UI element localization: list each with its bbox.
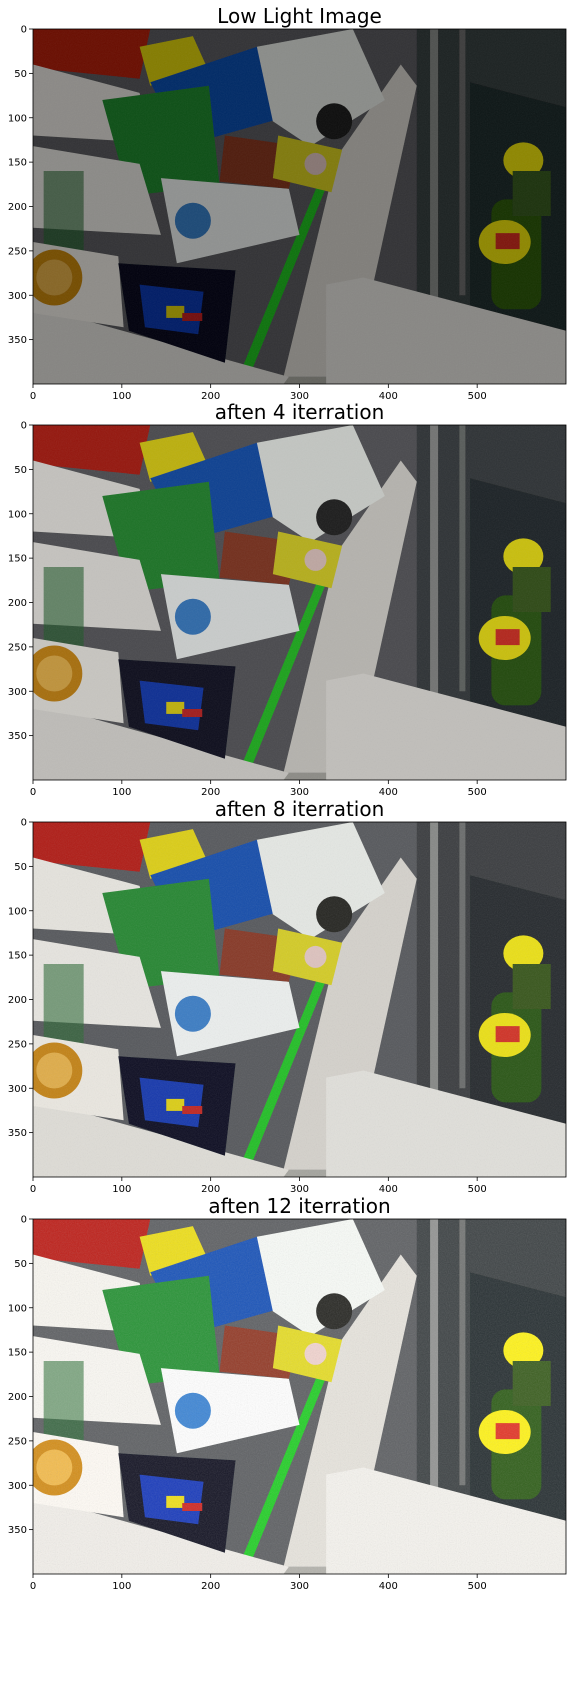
- x-tick-label: 100: [112, 787, 131, 798]
- x-tick-label: 300: [290, 391, 309, 402]
- y-tick-label: 250: [8, 642, 27, 653]
- y-tick-label: 300: [8, 687, 27, 698]
- image-area: [33, 29, 566, 384]
- subplot-title: aften 12 iterration: [208, 1194, 391, 1218]
- y-tick-label: 150: [8, 158, 27, 169]
- subplot-panel: aften 4 iterration 0 100 200 300 400 500 0 50 100…: [0, 396, 572, 816]
- y-tick-label: 350: [8, 731, 27, 742]
- x-tick-label: 100: [112, 1184, 131, 1195]
- y-tick-label: 150: [8, 1348, 27, 1359]
- y-tick-label: 200: [8, 598, 27, 609]
- y-tick-label: 50: [14, 465, 27, 476]
- x-tick-label: 200: [201, 1581, 220, 1592]
- x-tick-label: 400: [379, 1184, 398, 1195]
- x-tick-label: 0: [30, 391, 36, 402]
- image-axes: 0 100 200 300 400 500 0 50 100 150 200 250 300 350: [8, 1215, 567, 1592]
- image-axes: 0 100 200 300 400 500 0 50 100 150 200 250 300 350: [8, 818, 567, 1195]
- y-tick-label: 100: [8, 906, 27, 917]
- y-tick-label: 200: [8, 995, 27, 1006]
- y-tick-label: 50: [14, 69, 27, 80]
- y-tick-label: 350: [8, 1128, 27, 1139]
- image-axes: 0 100 200 300 400 500 0 50 100 150 200 250 300 350: [8, 25, 567, 402]
- y-tick-label: 100: [8, 1303, 27, 1314]
- y-tick-label: 250: [8, 246, 27, 257]
- y-tick-label: 0: [21, 421, 27, 432]
- x-tick-label: 400: [379, 787, 398, 798]
- x-tick-label: 500: [468, 1184, 487, 1195]
- x-tick-label: 0: [30, 1184, 36, 1195]
- x-tick-label: 0: [30, 787, 36, 798]
- y-tick-label: 0: [21, 1215, 27, 1226]
- y-tick-label: 0: [21, 818, 27, 829]
- y-tick-label: 150: [8, 554, 27, 565]
- y-tick-label: 300: [8, 1084, 27, 1095]
- x-tick-label: 500: [468, 787, 487, 798]
- y-tick-label: 250: [8, 1039, 27, 1050]
- subplot-panel: aften 12 iterration 0 100 200 300 400 500 0 50 10…: [0, 1190, 572, 1610]
- y-tick-label: 350: [8, 335, 27, 346]
- x-tick-label: 300: [290, 787, 309, 798]
- y-tick-label: 50: [14, 862, 27, 873]
- subplot-panel: Low Light Image 0 100 200 300 400 500 0 50 100 150…: [0, 0, 572, 420]
- image-area: [33, 1219, 566, 1574]
- x-tick-label: 200: [201, 391, 220, 402]
- y-tick-label: 200: [8, 202, 27, 213]
- x-tick-label: 100: [112, 1581, 131, 1592]
- y-tick-label: 350: [8, 1525, 27, 1536]
- x-tick-label: 200: [201, 1184, 220, 1195]
- x-tick-label: 400: [379, 391, 398, 402]
- y-tick-label: 0: [21, 25, 27, 36]
- image-area: [33, 822, 566, 1177]
- image-axes: 0 100 200 300 400 500 0 50 100 150 200 250 300 350: [8, 421, 567, 798]
- x-tick-label: 100: [112, 391, 131, 402]
- x-tick-label: 400: [379, 1581, 398, 1592]
- x-tick-label: 500: [468, 1581, 487, 1592]
- image-area: [33, 425, 566, 780]
- y-tick-label: 200: [8, 1392, 27, 1403]
- y-tick-label: 100: [8, 113, 27, 124]
- subplot-title: Low Light Image: [217, 4, 382, 28]
- y-tick-label: 300: [8, 291, 27, 302]
- y-tick-label: 50: [14, 1259, 27, 1270]
- y-tick-label: 100: [8, 509, 27, 520]
- x-tick-label: 0: [30, 1581, 36, 1592]
- subplot-title: aften 4 iterration: [214, 400, 385, 424]
- x-tick-label: 500: [468, 391, 487, 402]
- subplot-title: aften 8 iterration: [214, 797, 385, 821]
- y-tick-label: 300: [8, 1481, 27, 1492]
- x-tick-label: 200: [201, 787, 220, 798]
- x-tick-label: 300: [290, 1184, 309, 1195]
- subplot-panel: aften 8 iterration 0 100 200 300 400 500 0 50 100…: [0, 793, 572, 1213]
- y-tick-label: 250: [8, 1436, 27, 1447]
- y-tick-label: 150: [8, 951, 27, 962]
- x-tick-label: 300: [290, 1581, 309, 1592]
